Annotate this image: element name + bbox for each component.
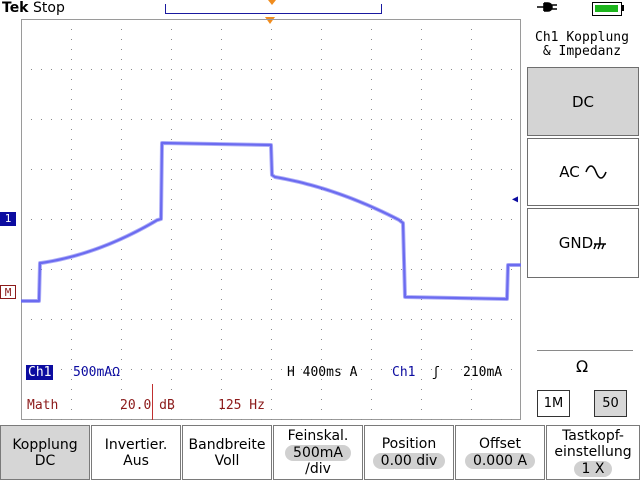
impedance-divider [537,350,633,351]
math-label: Math [27,398,59,413]
impedance-label: Ω [576,357,589,376]
trigger-slope-icon: ʃ [432,365,440,380]
coupling-gnd-button[interactable]: GND [527,208,639,278]
impedance-1m-button[interactable]: 1M [537,390,570,417]
invert-button[interactable]: Invertier. Aus [91,425,181,480]
brand-logo: Tek [2,0,29,16]
math-marker[interactable]: M [0,285,16,299]
bandwidth-button[interactable]: Bandbreite Voll [182,425,272,480]
position-button[interactable]: Position 0.00 div [364,425,454,480]
ground-icon [593,237,607,250]
coupling-dc-label: DC [571,92,595,111]
position-label: Position [381,436,437,452]
probe-setup-value: 1 X [573,461,613,477]
fine-scale-unit: /div [305,461,331,477]
coupling-dc-button[interactable]: DC [527,67,639,136]
coupling-ac-button[interactable]: AC [527,138,639,206]
side-menu-title: Ch1 Kopplung & Impedanz [524,31,640,59]
grid-dots [31,29,512,420]
horizontal-scale: H 400ms A [287,365,358,380]
trigger-level: 210mA [463,365,503,380]
math-frequency: 125 Hz [218,398,265,413]
ch1-ground-marker[interactable]: 1 [0,212,16,226]
ch1-readout-tag: Ch1 [26,365,54,380]
offset-value: 0.000 A [464,453,536,469]
coupling-button[interactable]: Kopplung DC [0,425,90,480]
trigger-level-arrow-icon: ◀ [512,194,519,205]
sine-wave-icon [584,165,607,179]
math-scale: 20.0 dB [120,398,175,413]
impedance-50-button[interactable]: 50 [594,390,627,417]
fine-scale-value: 500mA [285,445,351,461]
record-length-bar [165,4,382,14]
record-position-marker [268,0,276,5]
side-menu-title-line2: & Impedanz [542,44,622,59]
trigger-position-marker [265,17,275,24]
math-cursor [152,384,153,420]
position-value: 0.00 div [372,453,446,469]
side-menu-title-line1: Ch1 Kopplung [535,30,629,45]
trigger-source: Ch1 [392,365,416,380]
invert-button-value: Aus [123,452,149,469]
run-state: Stop [33,0,65,16]
ch1-waveform-noise [21,141,521,303]
ch1-scale: 500mAΩ [73,365,120,380]
offset-label: Offset [478,436,522,452]
coupling-button-label: Kopplung [12,436,78,453]
coupling-gnd-label: GND [558,234,594,252]
battery-terminal [621,5,624,11]
coupling-button-value: DC [34,452,56,469]
coupling-ac-label: AC [559,163,580,181]
bandwidth-button-label: Bandbreite [188,436,266,453]
invert-button-label: Invertier. [104,436,168,453]
probe-setup-label-2: einstellung [554,444,632,460]
probe-setup-label-1: Tastkopf- [562,428,624,444]
bandwidth-button-value: Voll [214,452,240,469]
fine-scale-label: Feinskal. [287,428,349,444]
plug-icon [536,1,558,17]
probe-setup-button[interactable]: Tastkopf- einstellung 1 X [546,425,640,480]
battery-level [595,5,618,12]
fine-scale-button[interactable]: Feinskal. 500mA /div [273,425,363,480]
offset-button[interactable]: Offset 0.000 A [455,425,545,480]
graticule [21,19,521,420]
